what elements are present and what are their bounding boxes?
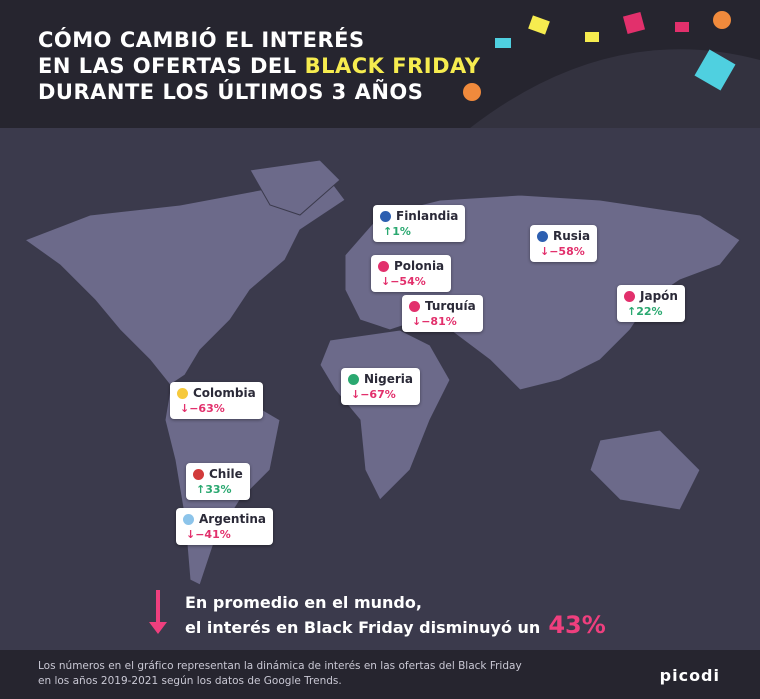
country-change: ↑22% [627, 305, 663, 318]
country-change: ↓−81% [412, 315, 457, 328]
flag [537, 230, 548, 242]
country-row: Chile [193, 467, 243, 481]
flag [177, 387, 188, 399]
country-row: Rusia [537, 229, 590, 243]
country-label: Chile ↑33% [186, 463, 250, 500]
country-change: ↓−58% [540, 245, 585, 258]
country-row: Polonia [378, 259, 444, 273]
flag [380, 210, 391, 222]
country-name: Japón [640, 289, 678, 303]
country-name: Polonia [394, 259, 445, 273]
down-arrow [149, 590, 167, 634]
country-label: Polonia ↓−54% [371, 255, 452, 292]
summary: En promedio en el mundo, el interés en B… [185, 592, 606, 639]
country-label: Japón ↑22% [617, 285, 685, 322]
country-change: ↓−63% [180, 402, 225, 415]
title-text: EN LAS OFERTAS DEL [38, 54, 297, 78]
country-row: Turquía [409, 299, 476, 313]
country-label: Turquía ↓−81% [402, 295, 483, 332]
title-highlight: BLACK FRIDAY [304, 54, 481, 78]
country-label: Argentina ↓−41% [176, 508, 273, 545]
summary-line: En promedio en el mundo, [185, 593, 422, 612]
country-change: ↑1% [383, 225, 411, 238]
flag [624, 290, 635, 302]
country-name: Turquía [425, 299, 476, 313]
country-label: Finlandia ↑1% [373, 205, 466, 242]
title-line: DURANTE LOS ÚLTIMOS 3 AÑOS [38, 80, 424, 104]
country-name: Nigeria [364, 372, 414, 386]
country-name: Chile [209, 467, 243, 481]
country-row: Japón [624, 289, 678, 303]
footnote: en los años 2019-2021 según los datos de… [38, 675, 342, 687]
country-change: ↓−67% [351, 388, 396, 401]
country-name: Finlandia [396, 209, 459, 223]
country-label: Nigeria ↓−67% [341, 368, 421, 405]
decoration [463, 11, 760, 128]
title-line: CÓMO CAMBIÓ EL INTERÉS [38, 28, 365, 52]
flag [409, 300, 420, 312]
country-change: ↓−54% [381, 275, 426, 288]
header: CÓMO CAMBIÓ EL INTERÉS EN LAS OFERTAS DE… [0, 0, 760, 128]
footnote: Los números en el gráfico representan la… [38, 660, 522, 672]
flag [348, 373, 359, 385]
country-row: Nigeria [348, 372, 413, 386]
summary-line: el interés en Black Friday disminuyó un 4… [185, 611, 606, 639]
logo: picodi [659, 666, 720, 685]
title-line: EN LAS OFERTAS DEL BLACK FRIDAY [38, 54, 480, 78]
country-row: Colombia [177, 386, 256, 400]
flag [378, 260, 389, 272]
flag [193, 468, 204, 480]
country-label: Colombia ↓−63% [170, 382, 263, 419]
summary-value: 43% [548, 611, 606, 639]
country-name: Rusia [553, 229, 591, 243]
country-row: Finlandia [380, 209, 458, 223]
country-change: ↑33% [196, 483, 232, 496]
summary-text: el interés en Black Friday disminuyó un [185, 618, 541, 637]
country-change: ↓−41% [186, 528, 231, 541]
country-name: Colombia [193, 386, 256, 400]
country-name: Argentina [199, 512, 266, 526]
country-label: Rusia ↓−58% [530, 225, 598, 262]
flag [183, 513, 194, 525]
footer: Los números en el gráfico representan la… [0, 650, 760, 699]
country-row: Argentina [183, 512, 266, 526]
